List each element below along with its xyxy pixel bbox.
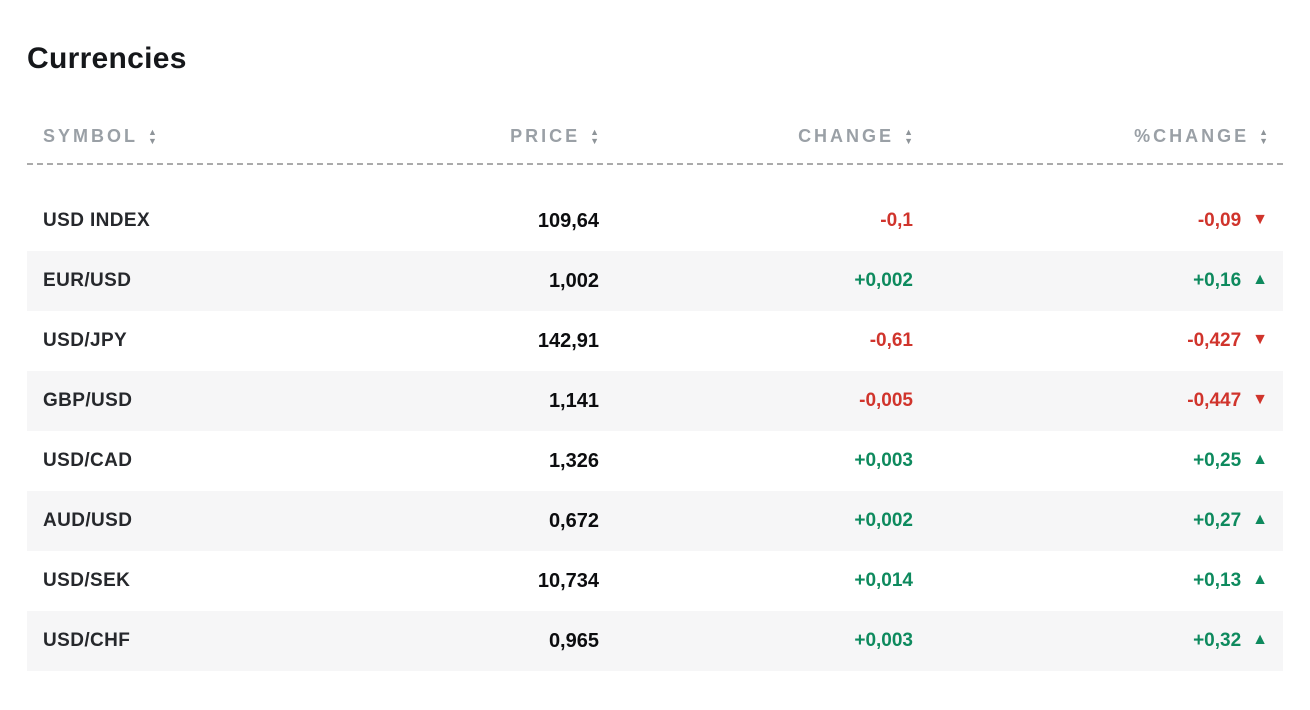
pct-change-value: +0,13 — [1193, 570, 1242, 592]
symbol-label: EUR/USD — [43, 270, 132, 292]
column-header-change[interactable]: CHANGE ▲ ▼ — [613, 126, 933, 147]
change-value: -0,005 — [859, 390, 913, 412]
symbol-label: USD/SEK — [43, 570, 131, 592]
change-value: +0,014 — [854, 570, 913, 592]
sort-up-icon: ▲ — [1259, 127, 1268, 138]
pct-change-cell: -0,09 ▼ — [933, 210, 1283, 232]
change-value: +0,002 — [854, 510, 913, 532]
column-header-pct-change[interactable]: %CHANGE ▲ ▼ — [933, 126, 1283, 147]
pct-change-value: +0,27 — [1193, 510, 1242, 532]
change-value: +0,002 — [854, 270, 913, 292]
price-value: 0,965 — [548, 629, 599, 652]
sort-down-icon: ▼ — [904, 136, 913, 147]
pct-change-cell: -0,427 ▼ — [933, 330, 1283, 352]
sort-icon[interactable]: ▲ ▼ — [148, 127, 157, 147]
sort-down-icon: ▼ — [1259, 136, 1268, 147]
price-value: 109,64 — [537, 209, 599, 232]
price-value: 0,672 — [548, 509, 599, 532]
trend-down-icon: ▼ — [1252, 211, 1268, 229]
trend-up-icon: ▲ — [1252, 631, 1268, 649]
trend-down-icon: ▼ — [1252, 391, 1268, 409]
sort-up-icon: ▲ — [148, 127, 157, 138]
sort-icon[interactable]: ▲ ▼ — [1259, 127, 1268, 147]
column-header-label: CHANGE — [798, 126, 895, 147]
sort-icon[interactable]: ▲ ▼ — [904, 127, 913, 147]
symbol-label: AUD/USD — [43, 510, 133, 532]
pct-change-value: -0,09 — [1197, 210, 1242, 232]
sort-down-icon: ▼ — [148, 136, 157, 147]
price-value: 10,734 — [537, 569, 599, 592]
price-value: 1,326 — [548, 449, 599, 472]
table-row: GBP/USD 1,141 -0,005 -0,447 ▼ — [27, 371, 1283, 432]
sort-up-icon: ▲ — [904, 127, 913, 138]
change-value: +0,003 — [854, 630, 913, 652]
table-body: USD INDEX 109,64 -0,1 -0,09 ▼ EUR/USD 1,… — [27, 191, 1283, 672]
pct-change-cell: +0,25 ▲ — [933, 450, 1283, 472]
column-header-symbol[interactable]: SYMBOL ▲ ▼ — [27, 126, 313, 147]
column-header-label: PRICE — [510, 126, 581, 147]
table-row: USD/SEK 10,734 +0,014 +0,13 ▲ — [27, 551, 1283, 611]
pct-change-cell: +0,16 ▲ — [933, 270, 1283, 292]
pct-change-value: +0,25 — [1193, 450, 1242, 472]
symbol-label: USD/CAD — [43, 450, 133, 472]
symbol-label: GBP/USD — [43, 390, 133, 412]
page-title: Currencies — [27, 42, 187, 76]
trend-down-icon: ▼ — [1252, 331, 1268, 349]
pct-change-cell: -0,447 ▼ — [933, 390, 1283, 412]
sort-up-icon: ▲ — [590, 127, 599, 138]
table-row: USD INDEX 109,64 -0,1 -0,09 ▼ — [27, 191, 1283, 251]
price-value: 1,141 — [548, 389, 599, 412]
trend-up-icon: ▲ — [1252, 451, 1268, 469]
header-divider — [27, 163, 1283, 166]
table-row: AUD/USD 0,672 +0,002 +0,27 ▲ — [27, 491, 1283, 552]
price-value: 1,002 — [548, 269, 599, 292]
pct-change-value: -0,447 — [1187, 390, 1242, 412]
change-value: +0,003 — [854, 450, 913, 472]
pct-change-value: +0,16 — [1193, 270, 1242, 292]
table-row: USD/CAD 1,326 +0,003 +0,25 ▲ — [27, 431, 1283, 491]
table-row: USD/JPY 142,91 -0,61 -0,427 ▼ — [27, 311, 1283, 371]
pct-change-cell: +0,32 ▲ — [933, 630, 1283, 652]
pct-change-cell: +0,13 ▲ — [933, 570, 1283, 592]
price-value: 142,91 — [537, 329, 599, 352]
symbol-label: USD/JPY — [43, 330, 128, 352]
trend-up-icon: ▲ — [1252, 271, 1268, 289]
change-value: -0,61 — [869, 330, 913, 352]
column-header-label: %CHANGE — [1134, 126, 1250, 147]
table-row: USD/CHF 0,965 +0,003 +0,32 ▲ — [27, 611, 1283, 672]
trend-up-icon: ▲ — [1252, 511, 1268, 529]
currencies-widget: Currencies SYMBOL ▲ ▼ PRICE ▲ ▼ CHANGE — [27, 42, 1283, 672]
pct-change-cell: +0,27 ▲ — [933, 510, 1283, 532]
table-row: EUR/USD 1,002 +0,002 +0,16 ▲ — [27, 251, 1283, 312]
currencies-table: SYMBOL ▲ ▼ PRICE ▲ ▼ CHANGE ▲ ▼ — [27, 126, 1283, 672]
change-value: -0,1 — [880, 210, 913, 232]
sort-down-icon: ▼ — [590, 136, 599, 147]
sort-icon[interactable]: ▲ ▼ — [590, 127, 599, 147]
column-header-label: SYMBOL — [43, 126, 139, 147]
pct-change-value: +0,32 — [1193, 630, 1242, 652]
trend-up-icon: ▲ — [1252, 571, 1268, 589]
pct-change-value: -0,427 — [1187, 330, 1242, 352]
symbol-label: USD INDEX — [43, 210, 151, 232]
symbol-label: USD/CHF — [43, 630, 131, 652]
column-header-price[interactable]: PRICE ▲ ▼ — [313, 126, 613, 147]
table-header: SYMBOL ▲ ▼ PRICE ▲ ▼ CHANGE ▲ ▼ — [27, 126, 1283, 147]
